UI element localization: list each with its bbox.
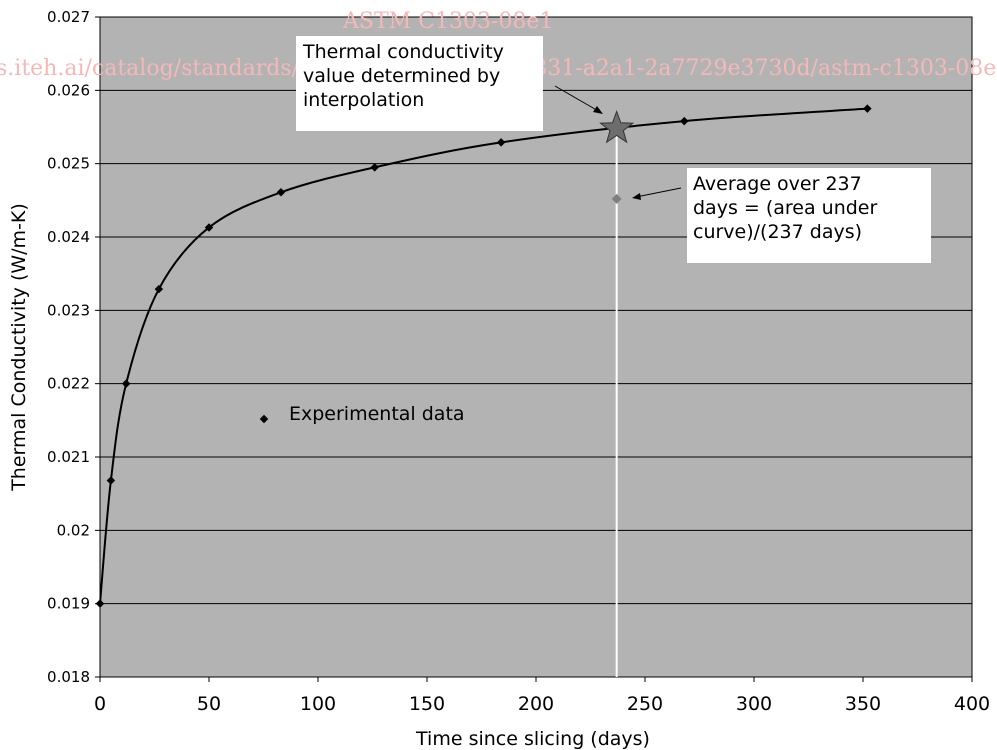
average-callout-line2: days = (area under [693, 197, 878, 219]
data-point [121, 379, 131, 388]
interpolation-callout-line2: value determined by [303, 65, 500, 87]
average-callout-box [687, 168, 931, 263]
data-point [276, 188, 286, 197]
average-callout-arrowhead [632, 193, 641, 200]
data-point [154, 284, 164, 294]
x-tick-label: 300 [736, 693, 772, 715]
y-tick-label: 0.024 [47, 228, 90, 246]
y-tick-label: 0.027 [47, 8, 90, 26]
legend-label: Experimental data [289, 403, 465, 425]
y-tick-label: 0.025 [47, 155, 90, 173]
average-callout: Average over 237 days = (area under curv… [632, 168, 931, 263]
interpolation-callout-arrow [554, 85, 601, 113]
x-axis-ticks: 0 50 100 150 200 250 300 350 400 [94, 677, 990, 715]
average-callout-line3: curve)/(237 days) [693, 221, 862, 243]
x-tick-label: 200 [518, 693, 554, 715]
y-tick-label: 0.022 [47, 375, 90, 393]
interpolation-callout: Thermal conductivity value determined by… [296, 36, 603, 131]
interpolation-callout-line3: interpolation [303, 89, 424, 111]
y-tick-label: 0.019 [47, 595, 90, 613]
y-tick-label: 0.02 [57, 521, 90, 539]
y-axis-label: Thermal Conductivity (W/m-K) [8, 203, 30, 492]
y-tick-label: 0.018 [47, 668, 90, 686]
x-tick-label: 0 [94, 693, 106, 715]
interpolation-callout-arrowhead [593, 106, 603, 114]
y-tick-label: 0.023 [47, 301, 90, 319]
x-tick-label: 100 [300, 693, 336, 715]
x-tick-label: 150 [409, 693, 445, 715]
data-point [106, 476, 116, 485]
data-point [204, 223, 214, 232]
series-marks [95, 104, 872, 677]
x-tick-label: 400 [954, 693, 990, 715]
interpolation-callout-line1: Thermal conductivity [302, 41, 504, 63]
legend-marker [259, 414, 269, 424]
x-axis-label: Time since slicing (days) [415, 728, 650, 750]
legend: Experimental data [259, 403, 465, 425]
y-tick-label: 0.021 [47, 448, 90, 466]
average-callout-arrow [635, 187, 682, 198]
series-line [99, 107, 868, 604]
data-point [496, 138, 506, 147]
x-tick-label: 250 [627, 693, 663, 715]
y-axis-ticks: 0.018 0.019 0.02 0.021 0.022 0.023 0.024 0.025 0… [47, 8, 100, 686]
watermark-title: ASTM C1303-08e1 [342, 9, 553, 34]
interpolation-callout-box [296, 36, 543, 131]
interpolated-point-star [599, 110, 635, 144]
x-tick-label: 50 [197, 693, 221, 715]
average-callout-line1: Average over 237 [693, 173, 862, 195]
average-point [611, 193, 622, 204]
y-tick-label: 0.026 [47, 81, 90, 99]
data-point [370, 163, 379, 172]
x-tick-label: 350 [845, 693, 881, 715]
